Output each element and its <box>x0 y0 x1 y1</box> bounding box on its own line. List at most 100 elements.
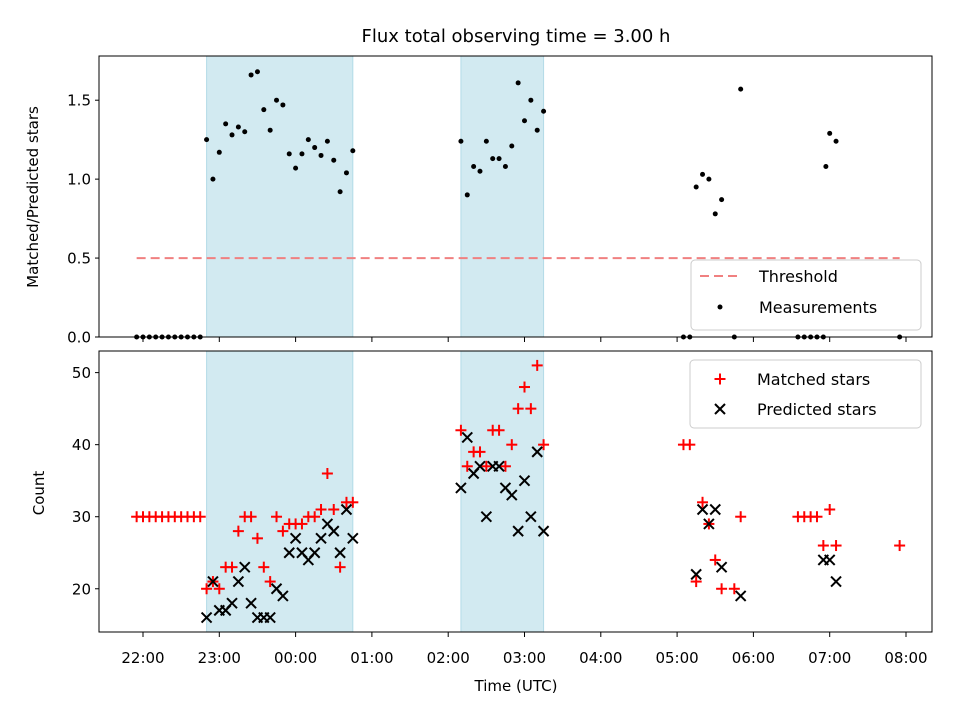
measurement-point-42 <box>502 164 508 170</box>
x-stroke-b <box>200 611 213 624</box>
matched-point-32 <box>334 561 346 573</box>
x-stroke-b <box>270 583 283 595</box>
measurement-point-32 <box>337 189 343 195</box>
x-stroke-b <box>207 575 219 588</box>
measurement-point-16 <box>235 124 241 130</box>
matched-point-36 <box>461 460 473 472</box>
matched-point-21 <box>264 576 276 588</box>
measurement-point-53 <box>706 176 712 182</box>
measurement-point-28 <box>312 145 318 151</box>
shaded-interval-1 <box>460 55 545 338</box>
measurement-point-41 <box>496 156 502 162</box>
matched-point-23 <box>277 525 289 537</box>
y-tick-label-1: 0.5 <box>67 250 91 268</box>
predicted-point-46 <box>830 575 842 588</box>
panel-count: 20 30 40 50 22:00 23:00 00:00 01:00 02:00 03:00 0… <box>30 350 933 695</box>
legend-measurements-swatch <box>717 304 723 310</box>
measurement-point-47 <box>534 127 540 133</box>
predicted-point-22 <box>340 503 353 516</box>
matched-point-57 <box>735 511 747 523</box>
legend-measurements-label: Measurements <box>759 298 877 317</box>
y-tick-label-2: 1.0 <box>67 171 91 189</box>
measurement-point-21 <box>267 127 273 133</box>
x-stroke-b <box>226 597 238 609</box>
predicted-point-24 <box>455 482 467 494</box>
predicted-point-28 <box>480 511 493 523</box>
matched-point-54 <box>709 554 721 566</box>
measurement-point-11 <box>204 137 210 143</box>
x-tick-label-7: 05:00 <box>655 649 698 667</box>
measurement-point-18 <box>248 72 254 78</box>
matched-point-52 <box>697 496 709 508</box>
measurement-point-35 <box>458 138 464 144</box>
predicted-point-1 <box>207 575 219 588</box>
predicted-point-32 <box>506 489 518 501</box>
x-stroke-b <box>512 525 524 537</box>
x-stroke-b <box>474 460 486 472</box>
matched-point-13 <box>213 583 225 595</box>
chart-title: Flux total observing time = 3.00 h <box>362 26 671 47</box>
matched-point-51 <box>690 576 702 588</box>
matched-point-11 <box>201 583 213 595</box>
matched-point-29 <box>315 504 327 516</box>
measurement-point-15 <box>229 132 235 138</box>
measurement-point-52 <box>700 171 706 177</box>
measurement-point-51 <box>693 184 699 190</box>
y-tick-label-2: 40 <box>72 436 91 454</box>
legend-ratio-box <box>690 259 922 331</box>
x-tick-label-9: 07:00 <box>808 649 851 667</box>
predicted-point-35 <box>525 511 537 523</box>
matched-point-39 <box>480 460 492 472</box>
x-stroke-b <box>328 525 340 537</box>
x-tick-label-3: 01:00 <box>350 649 393 667</box>
x-stroke-b <box>340 503 353 516</box>
matched-point-44 <box>512 403 524 415</box>
x-stroke-b <box>525 511 537 523</box>
x-stroke-b <box>289 532 302 545</box>
predicted-point-7 <box>245 597 257 609</box>
matched-point-18 <box>245 511 257 523</box>
predicted-point-39 <box>696 503 709 516</box>
x-stroke-b <box>315 532 327 545</box>
predicted-point-38 <box>690 568 702 581</box>
measurement-point-55 <box>719 197 725 203</box>
predicted-point-13 <box>283 547 295 559</box>
panel-ratio-ylabel: Matched/Predicted stars <box>24 106 42 288</box>
x-tick-label-8: 06:00 <box>732 649 775 667</box>
x-stroke-b <box>709 503 721 516</box>
x-stroke-b <box>283 547 295 559</box>
legend-predicted-label: Predicted stars <box>757 400 877 419</box>
measurement-point-45 <box>522 118 527 124</box>
y-tick-label-1: 30 <box>72 508 91 526</box>
predicted-point-37 <box>537 525 550 537</box>
x-stroke-b <box>480 511 493 523</box>
x-tick-label-6: 04:00 <box>579 649 622 667</box>
measurement-point-19 <box>254 69 260 75</box>
predicted-point-33 <box>512 525 524 537</box>
x-stroke-b <box>531 446 543 458</box>
matched-point-64 <box>830 540 842 552</box>
measurement-point-22 <box>274 97 280 103</box>
predicted-point-23 <box>347 532 359 545</box>
x-stroke-b <box>703 518 715 530</box>
matched-point-45 <box>519 381 530 393</box>
x-stroke-b <box>714 403 726 415</box>
measurement-point-30 <box>324 138 330 144</box>
panel-ratio: 0.0 0.5 1.0 1.5 Matched/Predicted stars Thr… <box>24 55 933 347</box>
x-stroke-b <box>506 489 518 501</box>
x-stroke-b <box>455 482 467 494</box>
matched-point-28 <box>309 511 321 523</box>
predicted-point-20 <box>328 525 340 537</box>
matched-point-26 <box>296 518 308 530</box>
predicted-point-41 <box>709 503 721 516</box>
y-tick-label-0: 0.0 <box>67 329 91 347</box>
matched-point-47 <box>531 359 543 371</box>
x-tick-label-5: 03:00 <box>503 649 546 667</box>
x-axis-label: Time (UTC) <box>474 677 558 695</box>
predicted-point-45 <box>823 554 836 566</box>
x-stroke-b <box>696 503 709 516</box>
x-stroke-b <box>321 518 334 530</box>
matched-point-65 <box>894 540 906 552</box>
measurement-point-20 <box>261 107 267 113</box>
predicted-point-18 <box>315 532 327 545</box>
